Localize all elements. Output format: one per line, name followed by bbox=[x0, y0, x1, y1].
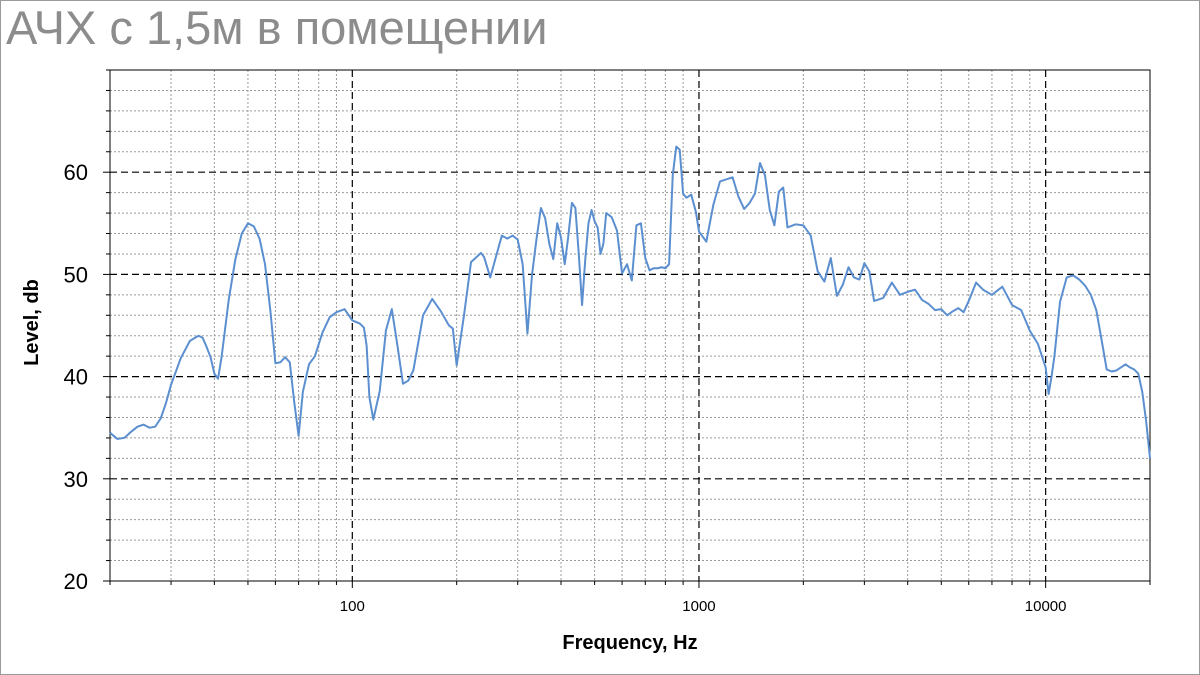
minor-gridlines bbox=[109, 70, 1151, 581]
x-tick-label: 100 bbox=[340, 598, 365, 615]
y-tick-label: 50 bbox=[64, 262, 88, 287]
x-tick-label: 10000 bbox=[1025, 598, 1067, 615]
y-axis-label: Level, db bbox=[21, 279, 43, 366]
x-axis-label: Frequency, Hz bbox=[562, 632, 697, 654]
axis-tick-labels: 100 1000 10000 20 30 40 50 60 bbox=[64, 160, 1067, 615]
y-tick-label: 30 bbox=[64, 467, 88, 492]
y-tick-label: 40 bbox=[64, 365, 88, 390]
major-gridlines bbox=[110, 70, 1150, 581]
plot-area-border bbox=[109, 69, 1151, 582]
y-tick-label: 60 bbox=[64, 160, 88, 185]
x-tick-label: 1000 bbox=[682, 598, 715, 615]
series-line bbox=[109, 145, 1151, 459]
chart-title: АЧХ с 1,5м в помещении bbox=[6, 1, 548, 54]
axis-ticks bbox=[103, 69, 1151, 588]
y-tick-label: 20 bbox=[64, 569, 88, 594]
